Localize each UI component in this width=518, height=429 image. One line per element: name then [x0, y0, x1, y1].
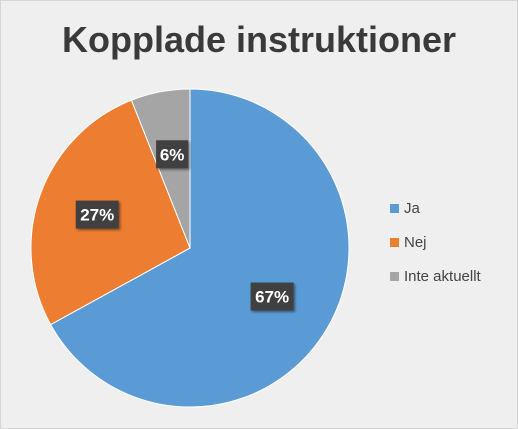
- chart-title: Kopplade instruktioner: [61, 19, 457, 60]
- pie-slice-inte-aktuellt: [130, 88, 191, 249]
- legend-label-nej: Nej: [404, 233, 427, 251]
- pie-slice-ja: [49, 88, 350, 408]
- data-label-inte-aktuellt: 6%: [156, 140, 189, 169]
- svg-text:27%: 27%: [80, 206, 114, 225]
- legend-item-nej: Nej: [390, 233, 481, 251]
- legend-label-ja: Ja: [404, 199, 420, 217]
- chart-legend: Ja Nej Inte aktuellt: [390, 199, 481, 301]
- legend-item-ja: Ja: [390, 199, 481, 217]
- legend-item-inte-aktuellt: Inte aktuellt: [390, 267, 481, 285]
- legend-swatch-ja: [390, 203, 399, 213]
- legend-label-inte-aktuellt: Inte aktuellt: [404, 267, 481, 285]
- legend-swatch-nej: [390, 237, 399, 247]
- svg-text:6%: 6%: [160, 145, 185, 164]
- data-label-ja: 67%: [250, 282, 294, 311]
- svg-text:67%: 67%: [255, 288, 289, 307]
- data-label-nej: 27%: [75, 200, 119, 229]
- legend-swatch-inte-aktuellt: [390, 271, 399, 281]
